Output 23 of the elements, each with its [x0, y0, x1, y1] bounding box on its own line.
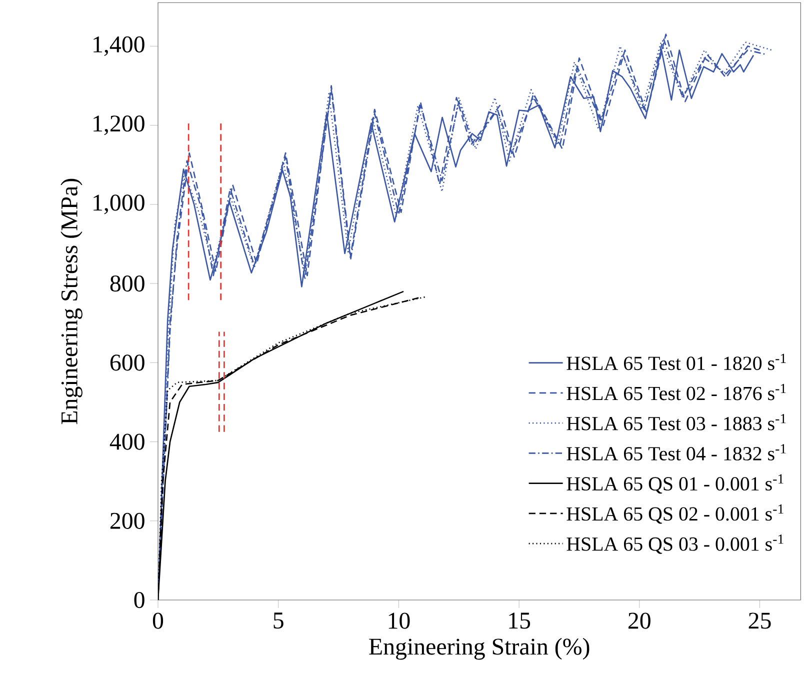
legend-label: HSLA 65 Test 03 - 1883 s$^{-1}$: [566, 414, 786, 430]
x-tick-label: 15: [509, 612, 530, 629]
x-tick-label: 0: [152, 612, 164, 629]
x-tick-label: 10: [388, 612, 410, 629]
y-tick-label: 1,000: [94, 194, 144, 214]
y-tick-label: 800: [110, 275, 144, 292]
legend-label: HSLA 65 QS 01 - 0.001 s$^{-1}$: [566, 474, 784, 494]
legend-label: HSLA 65 QS 02 - 0.001 s$^{-1}$: [566, 504, 784, 524]
y-tick-label: 1,200: [94, 116, 144, 136]
legend-label: HSLA 65 Test 01 - 1820 s$^{-1}$: [566, 354, 786, 370]
legend-label: HSLA 65 QS 03 - 0.001 s$^{-1}$: [566, 534, 784, 554]
x-axis-title: Engineering Strain (%): [369, 638, 590, 660]
y-tick-label: 600: [110, 354, 144, 371]
x-tick-label: 5: [274, 612, 284, 629]
legend-label: HSLA 65 Test 04 - 1832 s$^{-1}$: [566, 444, 786, 460]
y-tick-label: 200: [110, 512, 144, 529]
legend-label: HSLA 65 Test 02 - 1876 s$^{-1}$: [566, 384, 786, 400]
y-tick-label: 1,400: [94, 36, 144, 56]
y-axis-title: Engineering Stress (MPa): [60, 178, 82, 424]
x-tick-label: 25: [748, 612, 771, 629]
y-tick-label: 400: [110, 434, 144, 450]
y-tick-label: 0: [134, 592, 144, 608]
x-tick-label: 20: [628, 612, 650, 629]
